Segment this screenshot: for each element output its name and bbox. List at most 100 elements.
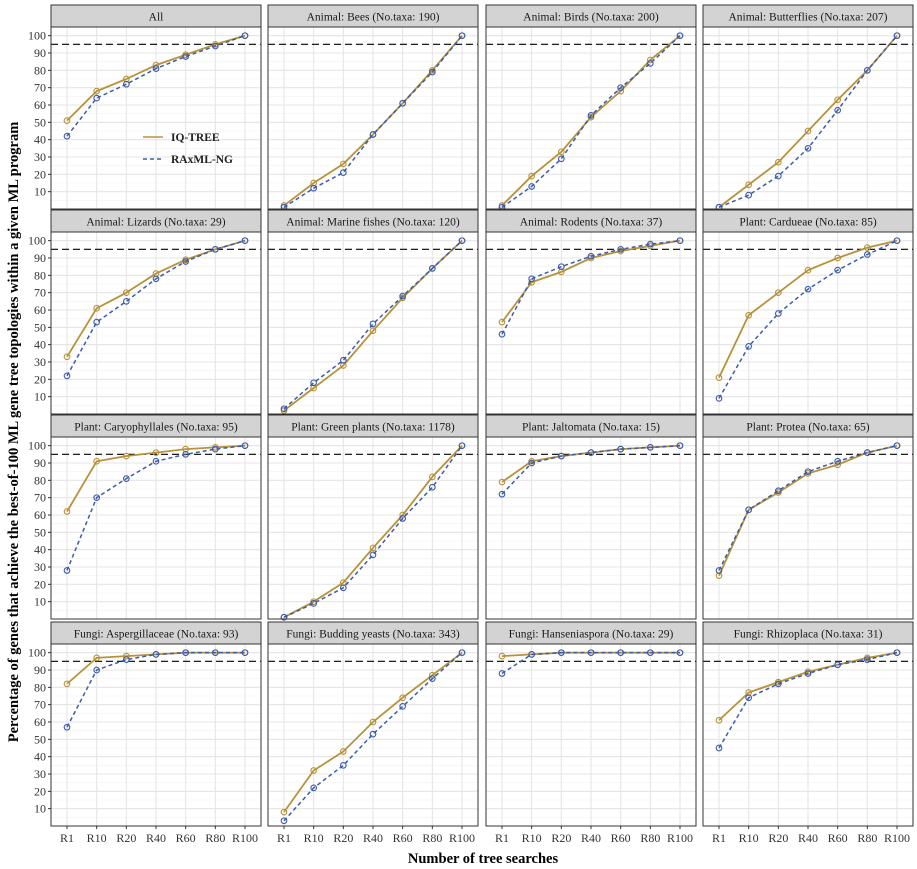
y-tick-label: 70 [34,698,46,712]
point-raxml-ng-r1 [498,670,506,677]
y-tick-label: 60 [34,715,46,729]
point-iq-tree-r10 [93,457,101,465]
point-raxml-ng-r60 [399,99,407,107]
point-raxml-ng-r100 [458,649,466,657]
series-line-raxml-ng [501,651,680,675]
point-iq-tree-r10 [310,767,318,774]
series-line-raxml-ng [718,651,898,749]
point-raxml-ng-r60 [834,106,842,114]
point-raxml-ng-r100 [893,237,901,245]
point-raxml-ng-r80 [428,265,436,272]
point-iq-tree-r80 [863,244,871,251]
series-line-raxml-ng [718,239,898,399]
series-line-iq-tree [501,34,681,207]
point-iq-tree-r1 [498,318,506,326]
panel-title: Fungi: Rhizoplaca (No.taxa: 31) [734,629,883,641]
point-raxml-ng-r10 [310,784,318,792]
point-raxml-ng-r100 [241,442,249,450]
y-tick-label: 30 [34,767,46,781]
panel-all: All 10 20 30 40 50 60 70 80 90 100 IQ-TREE RAxML-NG [28,4,262,210]
panel-title: Plant: Green plants (No.taxa: 1178) [291,422,455,434]
point-iq-tree-r10 [528,278,536,286]
series-line-iq-tree [718,651,898,721]
point-raxml-ng-r20 [122,475,130,482]
x-tick-label: R80 [205,831,225,845]
y-tick-label: 40 [34,543,46,557]
point-raxml-ng-r40 [152,457,160,465]
panel-title: Animal: Lizards (No.taxa: 29) [86,217,225,229]
y-tick-label: 100 [28,646,46,660]
point-raxml-ng-r1 [715,395,723,402]
point-raxml-ng-r40 [587,252,595,260]
point-raxml-ng-r40 [152,275,160,283]
point-iq-tree-r20 [557,148,565,156]
point-raxml-ng-r60 [182,649,190,657]
point-iq-tree-r80 [428,473,436,481]
y-tick-label: 80 [34,63,46,77]
point-raxml-ng-r60 [399,515,407,522]
y-tick-label: 30 [34,355,46,369]
point-raxml-ng-r60 [617,84,625,92]
y-tick-label: 100 [28,439,46,453]
panel-title: Animal: Birds (No.taxa: 200) [523,12,659,24]
point-raxml-ng-r40 [587,449,595,456]
point-raxml-ng-r1 [498,490,506,498]
y-tick-label: 10 [34,390,46,404]
series-line-raxml-ng [66,34,246,137]
series-line-iq-tree [283,35,463,207]
point-raxml-ng-r80 [211,649,219,657]
y-tick-label: 50 [34,732,46,746]
series-line-raxml-ng [66,651,245,728]
panel-fungi-aspergillaceae-no-taxa-93: Fungi: Aspergillaceae (No.taxa: 93) 10 20 3… [28,621,262,845]
panel-plant-green-plants-no-taxa-1178: Plant: Green plants (No.taxa: 1178) [267,414,479,621]
y-tick-label: 50 [34,320,46,334]
point-raxml-ng-r20 [339,761,347,769]
legend-label-iq-tree: IQ-TREE [171,132,220,144]
point-raxml-ng-r1 [280,405,288,413]
point-raxml-ng-r20 [122,297,130,305]
x-tick-label: R100 [232,831,258,845]
x-tick-label: R1 [712,831,726,845]
point-raxml-ng-r60 [182,258,190,265]
y-tick-label: 30 [34,560,46,574]
point-iq-tree-r20 [339,748,347,755]
y-tick-label: 80 [34,680,46,694]
point-raxml-ng-r80 [863,251,871,258]
y-tick-label: 80 [34,473,46,487]
point-iq-tree-r20 [122,289,130,297]
x-tick-label: R10 [739,831,759,845]
point-raxml-ng-r60 [834,457,842,465]
series-line-iq-tree [718,444,898,577]
point-raxml-ng-r100 [893,442,901,450]
point-iq-tree-r20 [122,452,130,460]
panel-border [702,231,914,415]
panel-title: Plant: Caryophyllales (No.taxa: 95) [74,422,238,434]
panel-title: Animal: Rodents (No.taxa: 37) [520,217,663,229]
point-raxml-ng-r60 [182,450,190,458]
y-tick-label: 90 [34,46,46,60]
x-tick-label: R60 [393,831,413,845]
point-iq-tree-r40 [804,266,812,274]
point-raxml-ng-r20 [774,487,782,495]
x-tick-label: R1 [60,831,74,845]
panel-title: Fungi: Budding yeasts (No.taxa: 343) [286,629,460,641]
point-raxml-ng-r60 [182,53,190,60]
point-iq-tree-r40 [804,127,812,135]
point-iq-tree-r60 [834,254,842,262]
panel-title: Animal: Bees (No.taxa: 190) [307,12,440,24]
panel-plant-protea-no-taxa-65: Plant: Protea (No.taxa: 65) [702,414,914,620]
point-iq-tree-r1 [63,353,71,361]
point-iq-tree-r20 [122,652,130,660]
y-tick-label: 20 [34,167,46,181]
point-raxml-ng-r1 [498,330,506,338]
y-tick-label: 40 [34,338,46,352]
point-raxml-ng-r100 [458,237,466,245]
point-raxml-ng-r10 [528,275,536,283]
panel-border [485,26,697,210]
x-tick-label: R40 [363,831,383,845]
point-iq-tree-r10 [528,172,536,180]
point-raxml-ng-r10 [310,600,318,607]
point-raxml-ng-r80 [428,483,436,491]
point-raxml-ng-r20 [557,649,565,657]
x-tick-label: R100 [667,831,693,845]
